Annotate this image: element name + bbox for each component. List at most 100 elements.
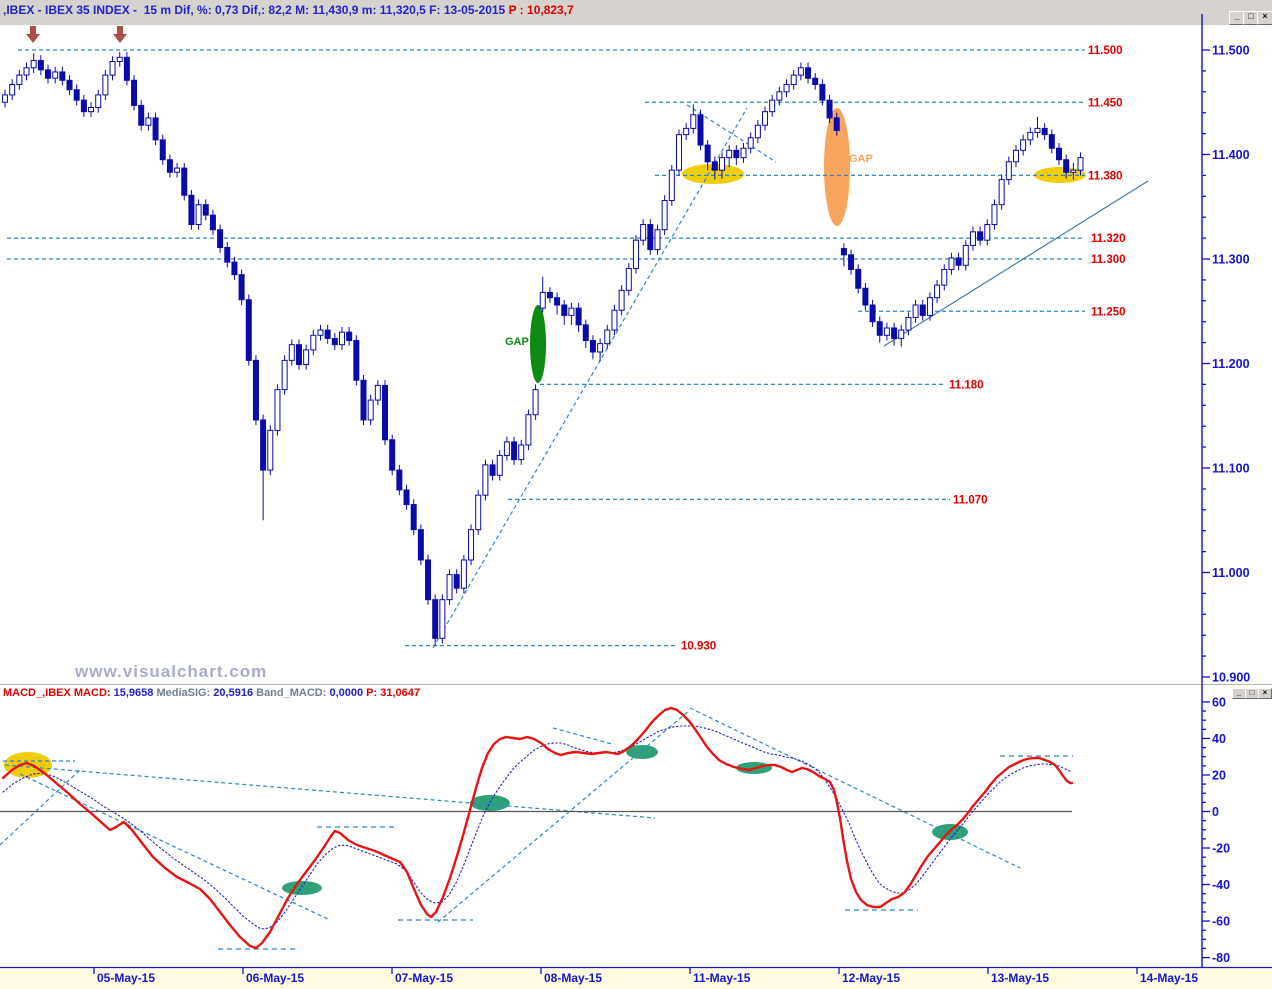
candle — [790, 74, 797, 85]
candle — [1005, 161, 1012, 181]
candle — [855, 268, 862, 289]
svg-text:11.100: 11.100 — [1212, 462, 1250, 476]
candle — [245, 299, 252, 361]
candle — [1070, 169, 1077, 173]
candle — [690, 114, 697, 129]
svg-text:-40: -40 — [1212, 878, 1230, 892]
macd-lines — [1, 706, 1074, 950]
macd-header-segment: 0,0000 — [329, 687, 367, 699]
svg-text:-60: -60 — [1212, 915, 1230, 929]
minimize-button[interactable]: _ — [1229, 11, 1245, 25]
candle — [202, 204, 209, 216]
candle — [468, 529, 475, 561]
candle — [30, 59, 37, 69]
candle — [532, 389, 539, 416]
macd-signal-ellipse — [470, 795, 510, 811]
candle — [604, 329, 611, 345]
candle — [833, 117, 840, 131]
candle — [991, 204, 998, 226]
candle — [417, 529, 424, 561]
candle — [1055, 147, 1062, 161]
svg-text:11-May-15: 11-May-15 — [693, 971, 751, 985]
candle — [331, 337, 338, 346]
candle — [1077, 157, 1084, 171]
price-axis[interactable]: 11.500 11.400 11.300 11.200 11.100 11.000 10.9… — [1201, 14, 1250, 968]
candle — [338, 331, 345, 346]
candle — [582, 324, 589, 342]
candle — [926, 297, 933, 316]
macd-panel-surface[interactable] — [0, 685, 1272, 967]
candle — [159, 139, 166, 161]
candle — [840, 248, 847, 256]
date-axis[interactable]: 05-May-15 06-May-15 07-May-15 08-May-15 11-M… — [0, 966, 1272, 986]
candle — [317, 329, 324, 336]
candle — [1034, 127, 1041, 134]
svg-text:-80: -80 — [1212, 951, 1230, 965]
svg-text:13-May-15: 13-May-15 — [991, 971, 1049, 985]
candle — [719, 157, 725, 171]
candle — [912, 304, 919, 319]
svg-text:11.070: 11.070 — [953, 494, 988, 506]
panel-divider — [0, 684, 1272, 685]
candle — [16, 74, 23, 85]
candle — [453, 574, 460, 589]
support-highlight-ellipse — [682, 164, 744, 184]
candle — [410, 504, 417, 531]
macd-header-segment: MediaSIG: — [156, 687, 214, 699]
candle — [1048, 134, 1055, 149]
date-axis-bar[interactable] — [0, 968, 1272, 989]
candle — [891, 327, 898, 339]
svg-text:11.380: 11.380 — [1088, 170, 1123, 182]
price-chart-surface[interactable] — [0, 25, 1272, 684]
price-levels: 11.500 11.450 11.380 11.320 11.300 11.250 11.1… — [7, 45, 1126, 653]
candle — [1041, 127, 1048, 136]
candle — [195, 204, 202, 226]
candle — [66, 79, 73, 91]
macd-header-segment: 15,9658 — [113, 687, 157, 699]
candle — [554, 297, 561, 306]
candle — [1012, 149, 1019, 163]
title-bar[interactable]: ,IBEX - IBEX 35 INDEX - 15 m Dif, %: 0,7… — [0, 0, 1272, 26]
candle — [274, 389, 281, 431]
candle — [518, 444, 525, 461]
candle — [9, 83, 16, 96]
close-button[interactable]: × — [1257, 11, 1272, 25]
candle — [640, 224, 647, 241]
candle — [948, 257, 955, 270]
macd-axis[interactable]: 60 40 20 0 -20 -40 -60 -80 — [1202, 695, 1230, 965]
candle — [209, 214, 216, 231]
macd-header-segment: MACD_,IBEX MACD: — [3, 687, 114, 699]
candle — [905, 317, 912, 331]
svg-text:11.300: 11.300 — [1091, 254, 1126, 266]
candle — [668, 169, 675, 201]
svg-text:10.900: 10.900 — [1212, 671, 1250, 685]
candle — [131, 79, 138, 106]
candle — [754, 124, 761, 139]
svg-text:20: 20 — [1212, 768, 1226, 782]
candle — [88, 106, 95, 113]
candle — [295, 344, 302, 366]
candle — [589, 340, 596, 353]
candle — [883, 327, 890, 336]
candlesticks — [2, 52, 1084, 646]
candle — [862, 287, 869, 306]
candle — [934, 284, 941, 299]
candle — [80, 99, 87, 113]
candle — [425, 559, 432, 601]
candle — [59, 71, 66, 81]
candle — [37, 59, 44, 71]
candle — [152, 117, 159, 141]
candle — [876, 321, 883, 336]
candle — [998, 179, 1005, 206]
candle — [776, 91, 783, 101]
candle — [654, 229, 661, 251]
candle — [1063, 159, 1070, 173]
candle — [446, 574, 453, 601]
svg-text:11.000: 11.000 — [1212, 566, 1250, 580]
instrument-title: ,IBEX - IBEX 35 INDEX - 15 m Dif, %: 0,7… — [3, 3, 574, 17]
title-segment: ,IBEX - IBEX 35 INDEX - 15 m Dif, %: 0,7… — [3, 3, 509, 17]
candle — [303, 349, 310, 366]
candle — [260, 419, 267, 471]
candle — [181, 167, 188, 196]
